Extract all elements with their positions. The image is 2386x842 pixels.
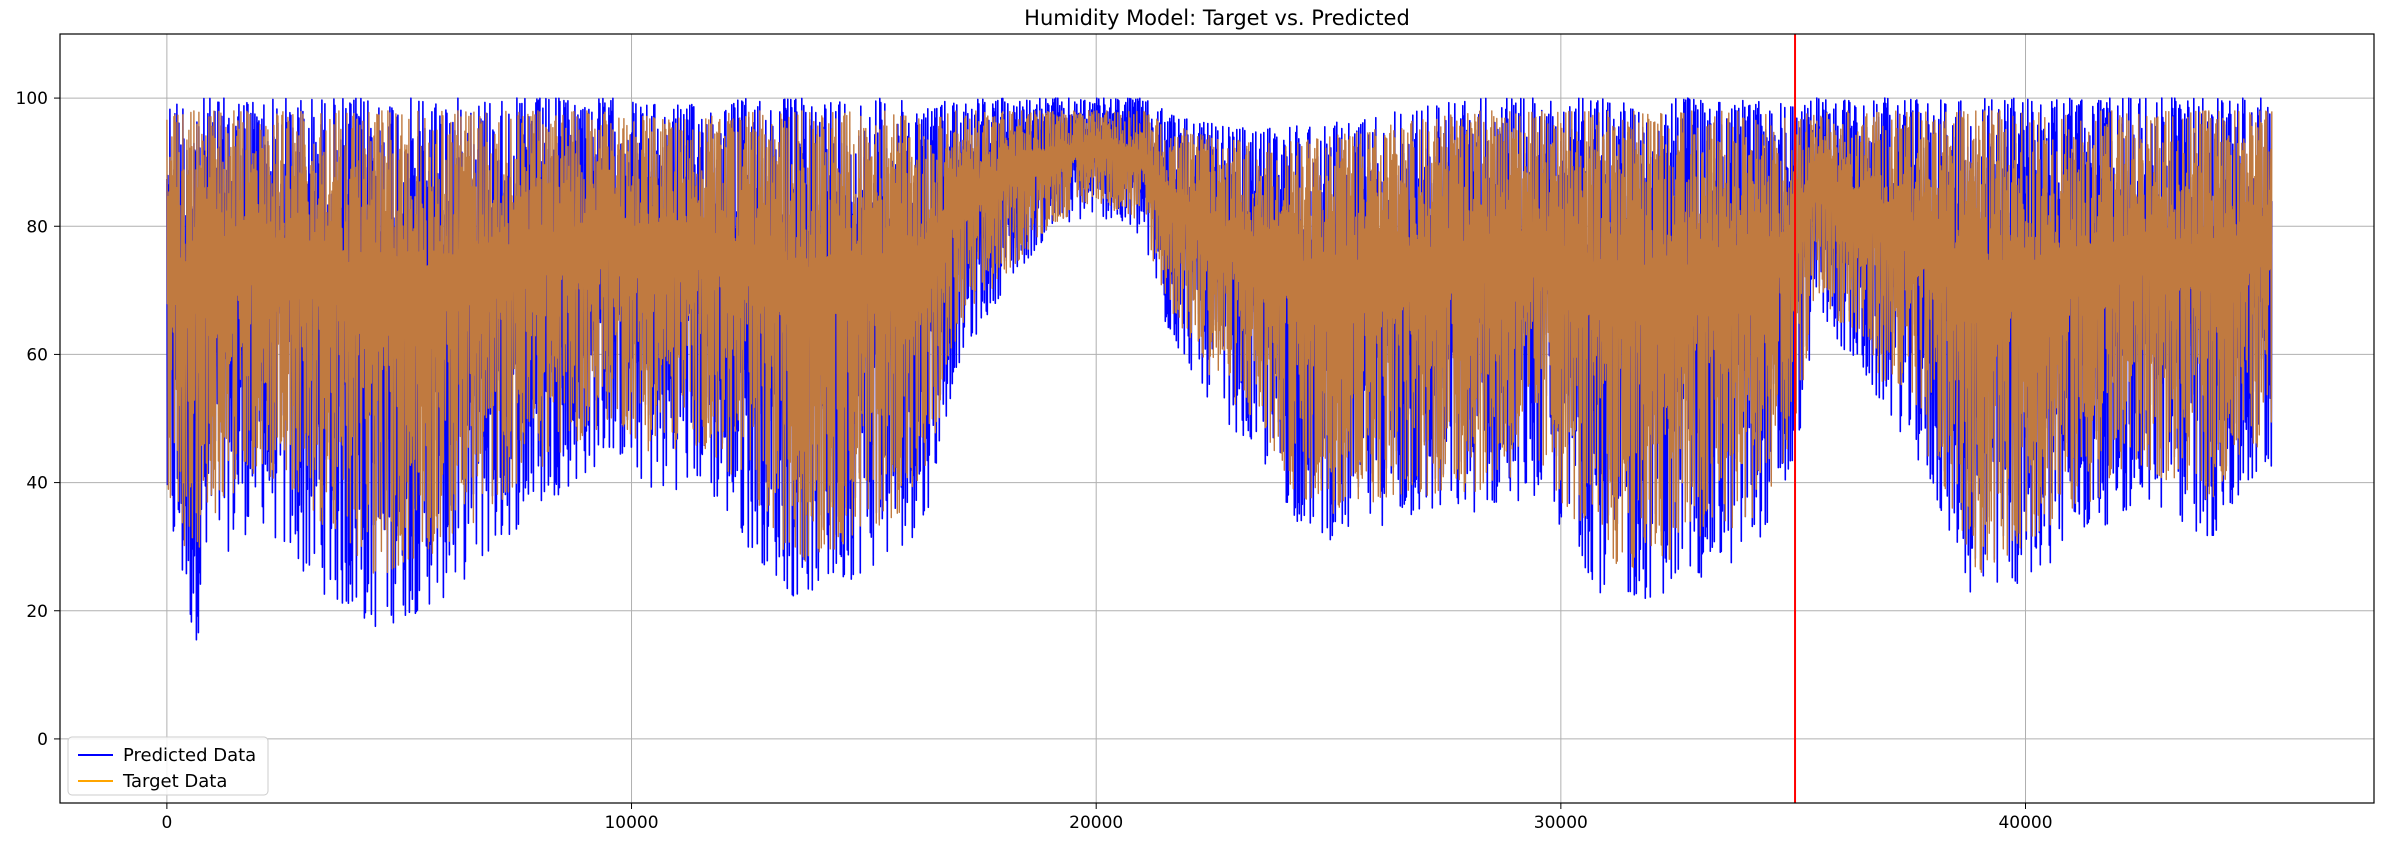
data-layer xyxy=(166,97,2273,641)
y-tick-label: 60 xyxy=(26,345,48,365)
y-tick-label: 80 xyxy=(26,217,48,237)
legend-label-predicted: Predicted Data xyxy=(123,745,256,766)
x-tick-label: 10000 xyxy=(604,813,658,833)
x-tick-label: 20000 xyxy=(1069,813,1123,833)
legend-box xyxy=(67,736,269,796)
y-tick-label: 100 xyxy=(16,89,48,109)
x-tick-label: 40000 xyxy=(1998,813,2052,833)
legend-label-target: Target Data xyxy=(122,771,227,792)
plot-frame xyxy=(59,33,2375,804)
y-tick-label: 0 xyxy=(37,730,48,750)
y-tick-label: 20 xyxy=(26,602,48,622)
legend: Predicted Data Target Data xyxy=(67,736,269,796)
series-line-target-data xyxy=(166,110,2273,574)
chart-title: Humidity Model: Target vs. Predicted xyxy=(1024,6,1410,30)
tick-layer: 0 10000 20000 30000 40000 0 20 40 60 80 100 xyxy=(16,89,2053,833)
x-tick-label: 0 xyxy=(161,813,172,833)
y-tick-label: 40 xyxy=(26,474,48,494)
x-tick-label: 30000 xyxy=(1534,813,1588,833)
